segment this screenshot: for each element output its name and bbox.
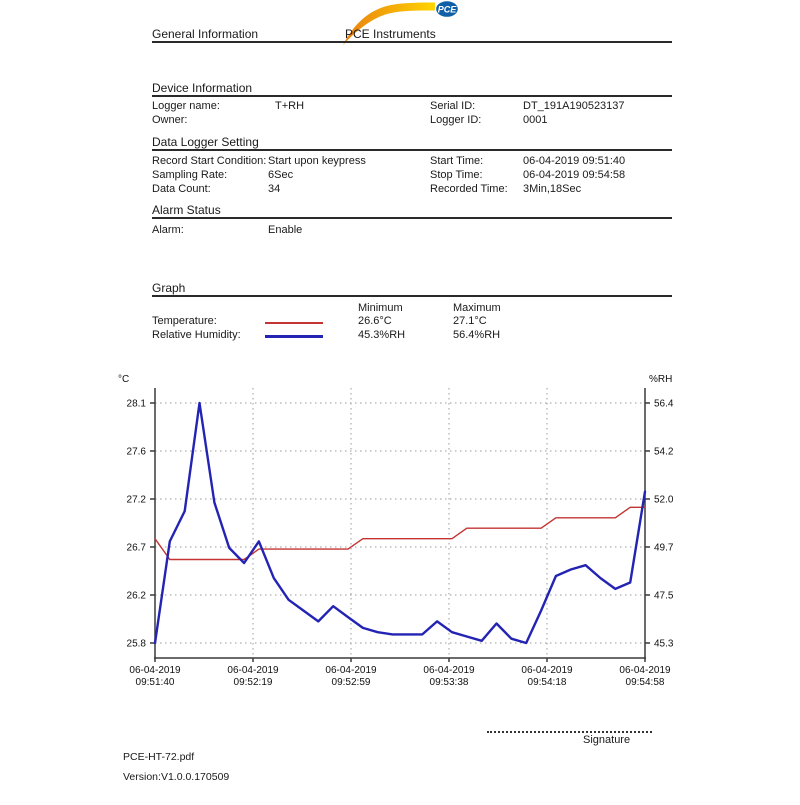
svg-text:06-04-2019: 06-04-2019 [423, 665, 475, 676]
svg-text:45.3: 45.3 [654, 639, 674, 650]
svg-text:28.1: 28.1 [127, 399, 147, 410]
humidity-line-swatch [265, 335, 323, 338]
svg-text:06-04-2019: 06-04-2019 [325, 665, 377, 676]
humidity-legend-label: Relative Humidity: [152, 329, 241, 341]
humidity-max-value: 56.4%RH [453, 329, 501, 341]
table-row: Owner: Logger ID: 0001 [0, 114, 800, 128]
svg-text:°C: °C [118, 374, 129, 385]
svg-text:09:53:38: 09:53:38 [430, 677, 469, 688]
svg-text:09:51:40: 09:51:40 [136, 677, 175, 688]
table-row: Sampling Rate: 6Sec Stop Time: 06-04-201… [0, 169, 800, 183]
temperature-max-value: 27.1°C [453, 315, 487, 327]
start-time-value: 06-04-2019 09:51:40 [523, 155, 626, 167]
logo-text: PCE [438, 5, 458, 15]
svg-text:06-04-2019: 06-04-2019 [129, 665, 181, 676]
data-count-label: Data Count: [152, 183, 211, 195]
signature-line [487, 731, 652, 733]
svg-text:26.2: 26.2 [127, 591, 147, 602]
temperature-line-swatch [265, 322, 323, 324]
table-row: Logger name: T+RH Serial ID: DT_191A1905… [0, 100, 800, 114]
serial-id-value: DT_191A190523137 [523, 100, 625, 112]
record-start-condition-value: Start upon keypress [268, 155, 366, 167]
record-start-condition-label: Record Start Condition: [152, 155, 267, 167]
recorded-time-label: Recorded Time: [430, 183, 508, 195]
legend-minimum-header: Minimum [358, 302, 403, 314]
svg-text:47.5: 47.5 [654, 591, 674, 602]
alarm-status-title: Alarm Status [152, 203, 221, 217]
svg-text:54.2: 54.2 [654, 447, 674, 458]
owner-label: Owner: [152, 114, 188, 126]
stop-time-label: Stop Time: [430, 169, 483, 181]
logger-name-label: Logger name: [152, 100, 220, 112]
logo-swoosh-icon [343, 2, 435, 45]
svg-text:06-04-2019: 06-04-2019 [619, 665, 671, 676]
pce-logo: PCE [343, 0, 460, 45]
header-rule [152, 41, 672, 43]
svg-text:27.2: 27.2 [127, 495, 147, 506]
start-time-label: Start Time: [430, 155, 484, 167]
svg-text:09:52:19: 09:52:19 [234, 677, 273, 688]
device-information-title: Device Information [152, 81, 253, 95]
svg-text:%RH: %RH [649, 374, 672, 385]
brand-name: PCE Instruments [345, 27, 436, 41]
svg-text:26.7: 26.7 [127, 543, 147, 554]
data-count-value: 34 [268, 183, 281, 195]
graph-title: Graph [152, 281, 186, 295]
svg-text:09:52:59: 09:52:59 [332, 677, 371, 688]
graph-rule [152, 295, 672, 297]
legend-maximum-header: Maximum [453, 302, 501, 314]
data-logger-setting-title: Data Logger Setting [152, 135, 259, 149]
svg-text:56.4: 56.4 [654, 399, 674, 410]
svg-text:09:54:18: 09:54:18 [528, 677, 567, 688]
settings-rule [152, 149, 672, 151]
logger-id-label: Logger ID: [430, 114, 482, 126]
legend-row-humidity: Relative Humidity: 45.3%RH 56.4%RH [0, 329, 800, 343]
temperature-legend-label: Temperature: [152, 315, 217, 327]
device-rule [152, 95, 672, 97]
svg-text:49.7: 49.7 [654, 543, 674, 554]
footer-filename: PCE-HT-72.pdf [123, 751, 195, 763]
svg-text:25.8: 25.8 [127, 639, 147, 650]
sampling-rate-value: 6Sec [268, 169, 294, 181]
footer-version: Version:V1.0.0.170509 [123, 771, 230, 783]
stop-time-value: 06-04-2019 09:54:58 [523, 169, 626, 181]
legend-row-temperature: Temperature: 26.6°C 27.1°C [0, 315, 800, 329]
signature-label: Signature [583, 734, 631, 746]
recorded-time-value: 3Min,18Sec [523, 183, 582, 195]
general-information-title: General Information [152, 27, 259, 41]
table-row: Record Start Condition: Start upon keypr… [0, 155, 800, 169]
alarm-value: Enable [268, 224, 303, 236]
table-row: Data Count: 34 Recorded Time: 3Min,18Sec [0, 183, 800, 197]
alarm-label: Alarm: [152, 224, 184, 236]
svg-text:09:54:58: 09:54:58 [626, 677, 665, 688]
humidity-min-value: 45.3%RH [358, 329, 406, 341]
logger-name-value: T+RH [275, 100, 305, 112]
svg-text:27.6: 27.6 [127, 447, 147, 458]
svg-text:52.0: 52.0 [654, 495, 674, 506]
alarm-rule [152, 217, 672, 219]
serial-id-label: Serial ID: [430, 100, 476, 112]
logo-badge-icon [434, 0, 460, 19]
temperature-min-value: 26.6°C [358, 315, 392, 327]
svg-text:06-04-2019: 06-04-2019 [521, 665, 573, 676]
svg-text:06-04-2019: 06-04-2019 [227, 665, 279, 676]
sampling-rate-label: Sampling Rate: [152, 169, 228, 181]
table-row: Alarm: Enable [0, 224, 800, 238]
logger-id-value: 0001 [523, 114, 548, 126]
